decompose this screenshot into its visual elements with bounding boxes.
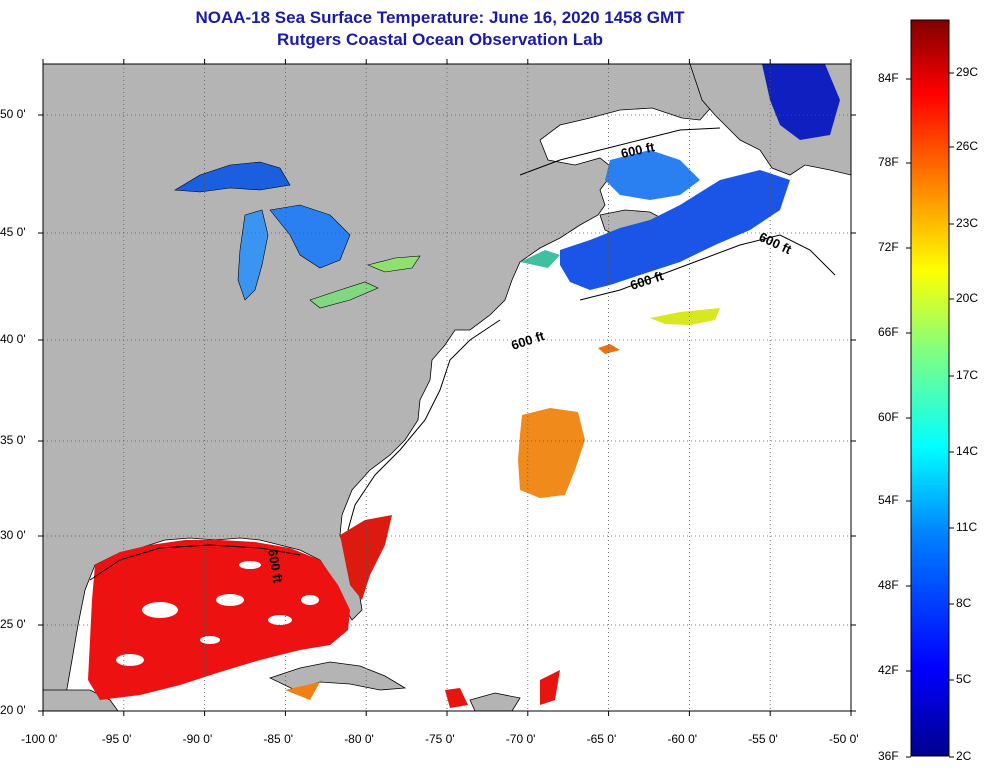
x-tick-label: -55 0' xyxy=(748,732,778,746)
x-tick-label: -80 0' xyxy=(344,732,374,746)
colorbar-f-label: 72F xyxy=(878,240,899,254)
y-tick-label: 50 0' xyxy=(0,107,26,121)
x-tick-label: -60 0' xyxy=(667,732,698,746)
sst-orange-small xyxy=(598,344,620,354)
colorbar-f-label: 84F xyxy=(878,71,899,85)
colorbar-ticks xyxy=(906,72,954,758)
x-tick-label: -85 0' xyxy=(263,732,294,746)
x-tick-label: -50 0' xyxy=(829,732,859,746)
y-tick-label: 40 0' xyxy=(0,332,26,346)
y-tick-label: 20 0' xyxy=(0,703,26,717)
sst-sargasso-warm xyxy=(518,408,585,498)
depth-contours xyxy=(89,127,836,581)
lake-erie xyxy=(309,281,379,309)
x-tick-label: -75 0' xyxy=(425,732,455,746)
colorbar-c-label: 26C xyxy=(956,139,979,153)
sst-coastal-green xyxy=(520,250,560,268)
sst-gulf-of-mexico xyxy=(88,540,350,700)
colorbar-f-label: 78F xyxy=(878,155,899,169)
colorbar-c-label: 29C xyxy=(956,65,979,79)
y-tick-label: 35 0' xyxy=(0,433,26,447)
colorbar xyxy=(910,19,950,757)
sst-patch-bahamas xyxy=(445,688,468,708)
lake-huron xyxy=(269,204,351,269)
sst-yellow-patch xyxy=(650,308,720,325)
sst-labrador xyxy=(762,64,840,140)
colorbar-c-label: 11C xyxy=(956,520,978,534)
colorbar-c-label: 2C xyxy=(956,749,972,763)
cloud-gaps xyxy=(116,561,319,666)
map-subtitle: Rutgers Coastal Ocean Observation Lab xyxy=(277,30,603,49)
colorbar-c-label: 5C xyxy=(956,672,972,686)
colorbar-f-label: 42F xyxy=(878,663,899,677)
y-tick-label: 30 0' xyxy=(0,528,26,542)
colorbar-f-label: 66F xyxy=(878,325,899,339)
sst-gulf-of-st-lawrence xyxy=(605,150,700,200)
x-tick-label: -65 0' xyxy=(586,732,617,746)
colorbar-c-label: 17C xyxy=(956,368,979,382)
sst-gulf-of-maine xyxy=(560,170,790,290)
land-north-america xyxy=(43,64,761,711)
y-tick-label: 25 0' xyxy=(0,617,26,631)
sst-patch-keys xyxy=(285,682,320,700)
colorbar-c-label: 14C xyxy=(956,444,979,458)
x-tick-label: -100 0' xyxy=(21,732,58,746)
colorbar-f-label: 48F xyxy=(878,578,899,592)
y-tick-label: 45 0' xyxy=(0,225,26,239)
land-hispaniola xyxy=(469,692,521,711)
colorbar-f-label: 36F xyxy=(878,749,899,763)
x-tick-label: -95 0' xyxy=(101,732,132,746)
x-tick-label: -70 0' xyxy=(505,732,536,746)
sst-patch-south xyxy=(540,670,560,705)
colorbar-c-label: 8C xyxy=(956,596,972,610)
lat-lon-grid xyxy=(43,64,851,711)
contour-label: 600 ft xyxy=(620,139,657,161)
axis-ticks xyxy=(38,59,856,716)
lake-ontario xyxy=(367,255,421,273)
map-title: NOAA-18 Sea Surface Temperature: June 16… xyxy=(195,8,685,27)
x-tick-label: -90 0' xyxy=(182,732,213,746)
colorbar-f-label: 60F xyxy=(878,410,899,424)
colorbar-c-label: 23C xyxy=(956,216,979,230)
contour-label: 600 ft xyxy=(265,548,286,585)
colorbar-c-label: 20C xyxy=(956,291,979,305)
lake-michigan xyxy=(237,209,269,301)
colorbar-f-label: 54F xyxy=(878,493,899,507)
